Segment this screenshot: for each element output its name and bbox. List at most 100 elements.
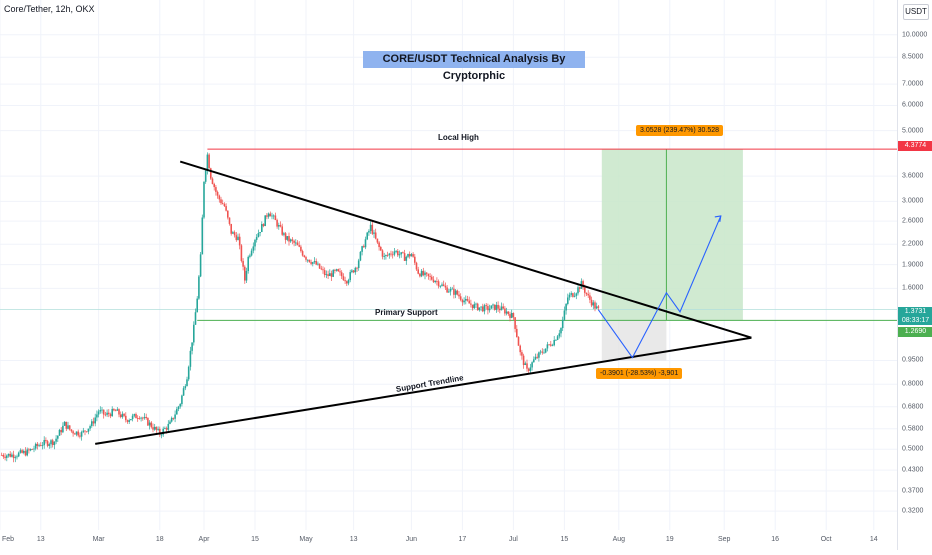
candle-body bbox=[510, 312, 513, 318]
candle-body bbox=[330, 273, 333, 277]
candle-body bbox=[378, 242, 380, 248]
candle-body bbox=[346, 281, 348, 284]
candle-body bbox=[216, 191, 219, 196]
candle-body bbox=[113, 408, 115, 411]
candle-body bbox=[181, 395, 183, 405]
symbol-ticker[interactable]: Core/Tether, 12h, OKX bbox=[4, 4, 95, 14]
candle-body bbox=[422, 270, 425, 276]
candle-body bbox=[303, 255, 306, 258]
candle-body bbox=[269, 213, 272, 217]
candle-body bbox=[99, 409, 102, 412]
candle-body bbox=[106, 412, 108, 415]
candle-body bbox=[16, 456, 18, 458]
candle-body bbox=[595, 306, 598, 309]
candle-body bbox=[594, 302, 596, 309]
candle-body bbox=[12, 454, 15, 459]
candle-body bbox=[261, 224, 263, 233]
local-high-label: Local High bbox=[438, 133, 479, 142]
y-tick-label: 3.0000 bbox=[902, 197, 924, 205]
candle-body bbox=[420, 270, 423, 277]
x-tick-label: 15 bbox=[560, 536, 569, 543]
candle-body bbox=[228, 217, 231, 224]
candle-body bbox=[131, 415, 134, 420]
candle-body bbox=[96, 414, 98, 418]
candle-body bbox=[281, 226, 283, 235]
candle-body bbox=[257, 233, 260, 238]
candle-body bbox=[538, 352, 540, 358]
x-tick-label: Sep bbox=[717, 536, 731, 543]
candle-body bbox=[507, 311, 510, 315]
candle-body bbox=[184, 386, 187, 389]
stop-label: -0.3901 (-28.53%) -3,901 bbox=[596, 368, 683, 379]
candle-body bbox=[136, 418, 139, 419]
candle-body bbox=[454, 290, 457, 295]
chart-area[interactable]: Core/Tether, 12h, OKX CORE/USDT Technica… bbox=[0, 0, 897, 550]
candle-body bbox=[366, 232, 368, 240]
projection-arrowhead bbox=[714, 215, 722, 223]
candle-body bbox=[24, 450, 27, 456]
candle-body bbox=[434, 281, 436, 283]
price-scale[interactable]: USDT 10.0000 8.5000 7.0000 6.0000 5.0000 3.60… bbox=[897, 0, 932, 550]
candle-body bbox=[187, 366, 190, 380]
candle-body bbox=[58, 429, 61, 436]
candle-body bbox=[7, 453, 10, 456]
y-tick-label: 0.3700 bbox=[902, 487, 924, 495]
candle-body bbox=[327, 274, 329, 277]
x-tick-label: 13 bbox=[36, 536, 45, 543]
x-tick-label: Mar bbox=[92, 536, 105, 543]
y-tick-label: 0.5800 bbox=[902, 425, 924, 433]
candle-body bbox=[431, 276, 433, 280]
candle-body bbox=[150, 422, 153, 428]
candle-body bbox=[170, 417, 173, 422]
candle-body bbox=[159, 428, 161, 435]
candle-body bbox=[356, 267, 358, 269]
candle-body bbox=[363, 246, 365, 248]
candle-body bbox=[448, 291, 450, 293]
candle-body bbox=[237, 236, 239, 241]
candle-body bbox=[390, 253, 392, 255]
x-tick-label: 16 bbox=[771, 536, 780, 543]
currency-badge[interactable]: USDT bbox=[903, 4, 929, 20]
candle-body bbox=[376, 238, 379, 243]
candle-body bbox=[567, 297, 569, 304]
candle-body bbox=[471, 304, 474, 309]
candle-body bbox=[291, 239, 294, 241]
candle-body bbox=[332, 270, 334, 277]
candle-body bbox=[169, 421, 171, 424]
candle-body bbox=[347, 280, 350, 284]
candle-body bbox=[240, 245, 243, 261]
candle-body bbox=[271, 215, 273, 217]
candle-body bbox=[218, 195, 221, 200]
candle-body bbox=[259, 232, 261, 234]
candle-body bbox=[417, 269, 419, 274]
candle-body bbox=[323, 270, 326, 276]
x-tick-label: 19 bbox=[665, 536, 674, 543]
candle-body bbox=[91, 421, 93, 427]
candle-body bbox=[541, 351, 544, 353]
candle-body bbox=[111, 408, 113, 417]
chart-svg[interactable] bbox=[0, 0, 897, 550]
candle-body bbox=[118, 409, 120, 415]
candle-body bbox=[201, 217, 204, 255]
candle-body bbox=[334, 270, 336, 271]
candle-body bbox=[14, 457, 17, 459]
candle-body bbox=[400, 252, 402, 255]
candle-body bbox=[483, 305, 486, 312]
x-tick-label: May bbox=[299, 536, 313, 543]
candle-body bbox=[89, 426, 91, 429]
candle-body bbox=[255, 237, 258, 240]
candle-body bbox=[536, 356, 538, 358]
candle-body bbox=[215, 187, 217, 192]
candle-body bbox=[478, 307, 481, 311]
candle-body bbox=[80, 431, 83, 437]
candle-body bbox=[456, 290, 459, 295]
candle-body bbox=[28, 449, 30, 451]
y-tick-label: 0.3200 bbox=[902, 507, 924, 515]
candle-body bbox=[573, 295, 576, 297]
candle-body bbox=[560, 328, 562, 334]
candle-body bbox=[11, 454, 13, 457]
candle-body bbox=[232, 232, 234, 234]
candle-body bbox=[374, 232, 377, 239]
candle-body bbox=[339, 271, 341, 273]
candle-body bbox=[97, 411, 100, 415]
